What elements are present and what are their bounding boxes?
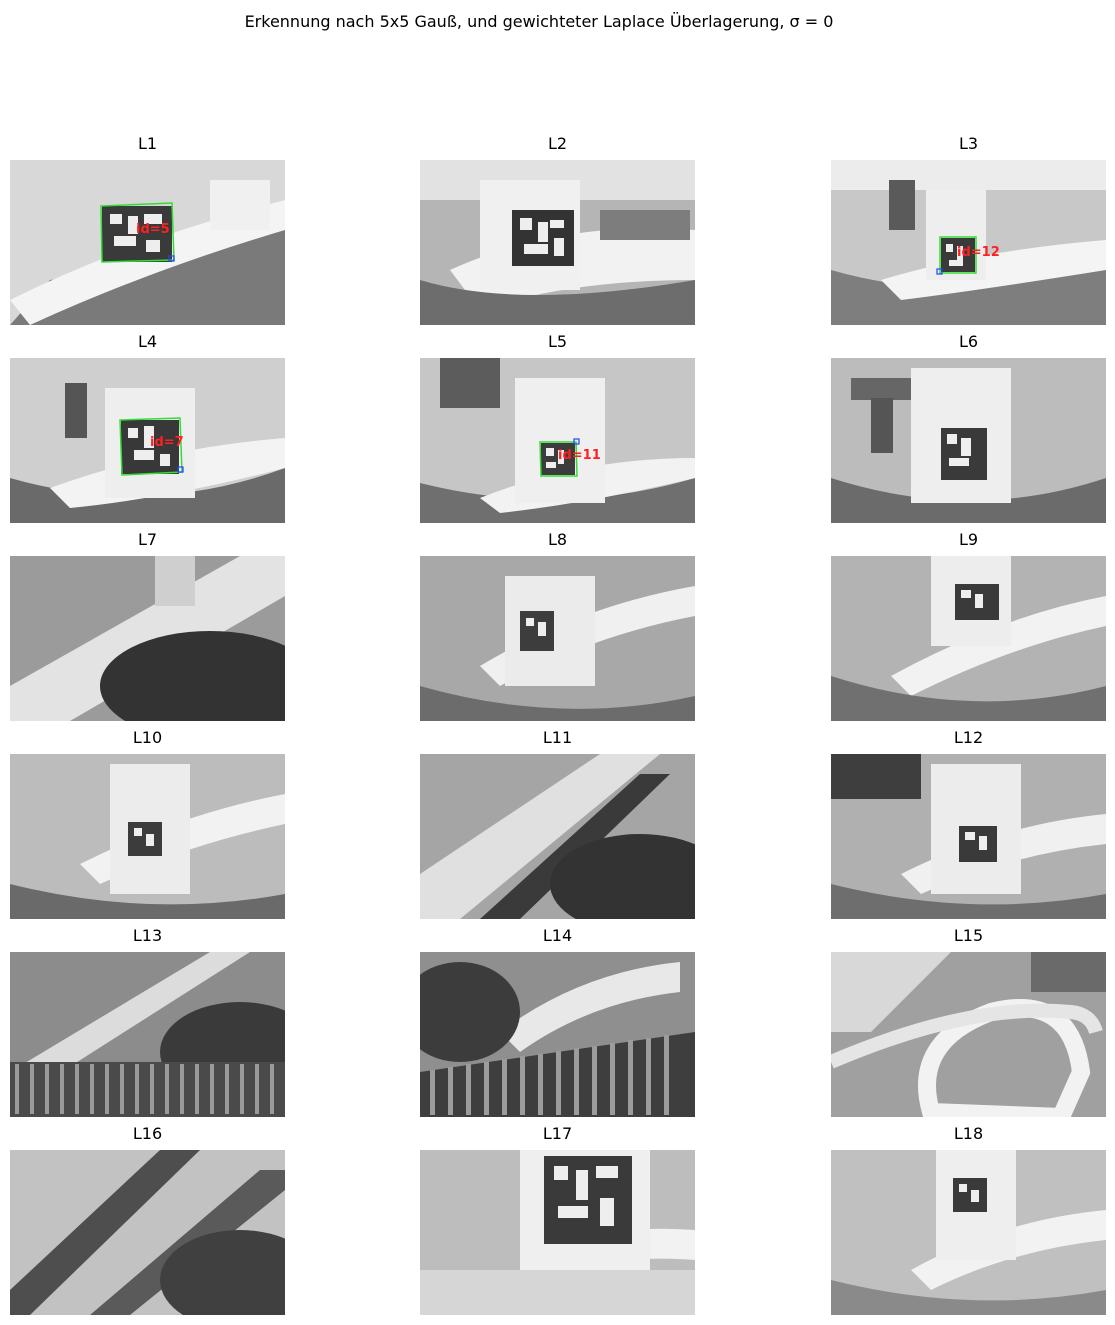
corner-marker (177, 466, 184, 473)
camera-image (831, 754, 1106, 919)
corner-marker (573, 438, 580, 445)
detection-outline (939, 236, 977, 274)
panel-title: L6 (958, 332, 979, 351)
panel-title: L2 (547, 134, 568, 153)
camera-image: id=12 (831, 160, 1106, 325)
camera-image: id=7 (10, 358, 285, 523)
camera-image: id=5 (10, 160, 285, 325)
camera-image (831, 556, 1106, 721)
figure-title: Erkennung nach 5x5 Gauß, und gewichteter… (244, 12, 834, 31)
aruco-marker (121, 420, 179, 474)
panel-title: L11 (542, 728, 573, 747)
panel-title: L13 (132, 926, 163, 945)
camera-image (420, 556, 695, 721)
camera-image: id=11 (420, 358, 695, 523)
marker-id-label: id=7 (150, 435, 184, 450)
panel-title: L5 (547, 332, 568, 351)
camera-image (420, 1150, 695, 1315)
panel-title: L4 (137, 332, 158, 351)
aruco-marker (512, 210, 574, 266)
panel-title: L10 (132, 728, 163, 747)
marker-id-label: id=5 (136, 222, 170, 237)
camera-image (10, 952, 285, 1117)
aruco-marker (941, 238, 975, 272)
camera-image (420, 754, 695, 919)
panel-title: L8 (547, 530, 568, 549)
panel-title: L14 (542, 926, 573, 945)
panel-title: L3 (958, 134, 979, 153)
panel-title: L7 (137, 530, 158, 549)
aruco-marker (102, 206, 172, 262)
corner-marker (936, 268, 943, 275)
corner-marker (168, 255, 175, 262)
camera-image (831, 358, 1106, 523)
panel-title: L9 (958, 530, 979, 549)
panel-title: L18 (953, 1124, 984, 1143)
camera-image (10, 754, 285, 919)
panel-title: L15 (953, 926, 984, 945)
panel-title: L12 (953, 728, 984, 747)
marker-id-label: id=11 (558, 448, 601, 463)
marker-id-label: id=12 (957, 245, 1000, 260)
detection-outline (539, 441, 578, 477)
panel-title: L1 (137, 134, 158, 153)
camera-image (10, 556, 285, 721)
panel-title: L17 (542, 1124, 573, 1143)
aruco-marker (541, 443, 575, 475)
camera-image (420, 160, 695, 325)
camera-image (831, 952, 1106, 1117)
panel-title: L16 (132, 1124, 163, 1143)
camera-image (831, 1150, 1106, 1315)
aruco-marker (941, 428, 987, 480)
camera-image (10, 1150, 285, 1315)
camera-image (420, 952, 695, 1117)
